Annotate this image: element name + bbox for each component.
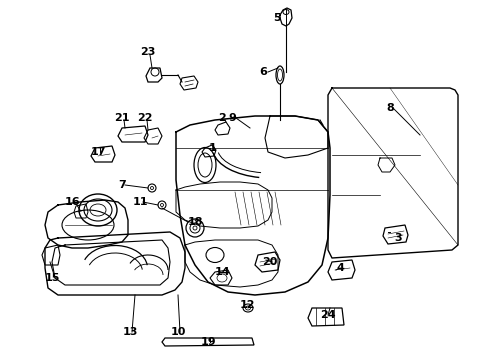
Text: 15: 15: [44, 273, 60, 283]
Text: 19: 19: [200, 337, 216, 347]
Text: 24: 24: [320, 310, 336, 320]
Text: 13: 13: [122, 327, 138, 337]
Text: 9: 9: [228, 113, 236, 123]
Text: 21: 21: [114, 113, 130, 123]
Text: 2: 2: [218, 113, 226, 123]
Text: 14: 14: [214, 267, 230, 277]
Text: 3: 3: [394, 233, 402, 243]
Text: 11: 11: [132, 197, 148, 207]
Text: 5: 5: [273, 13, 281, 23]
Text: 8: 8: [386, 103, 394, 113]
Text: 23: 23: [140, 47, 156, 57]
Text: 6: 6: [259, 67, 267, 77]
Text: 18: 18: [187, 217, 203, 227]
Text: 10: 10: [171, 327, 186, 337]
Text: 22: 22: [137, 113, 153, 123]
Text: 1: 1: [209, 143, 217, 153]
Text: 7: 7: [118, 180, 126, 190]
Text: 16: 16: [64, 197, 80, 207]
Text: 4: 4: [336, 263, 344, 273]
Text: 17: 17: [90, 147, 106, 157]
Text: 12: 12: [239, 300, 255, 310]
Text: 20: 20: [262, 257, 278, 267]
